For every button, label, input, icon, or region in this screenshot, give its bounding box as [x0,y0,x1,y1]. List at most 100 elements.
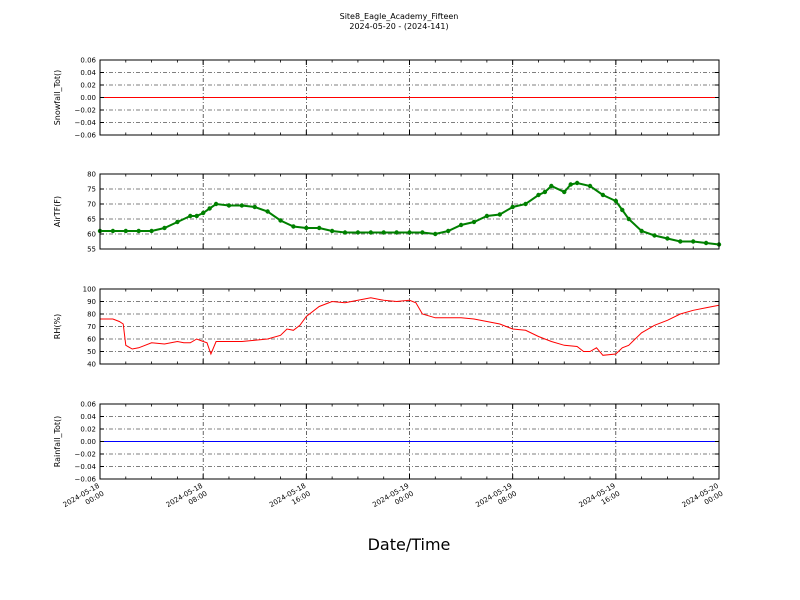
data-point [381,230,386,235]
y-tick-label: 0.02 [80,426,96,434]
subplot-1: 0.06 0.04 0.02 0.00 −0.02 −0.04 −0.06 Snowfall_… [53,57,720,140]
data-point [703,240,709,246]
data-point [175,219,180,225]
y-axis-label: RH(%) [53,314,62,339]
y-tick-label: 40 [87,361,96,369]
data-point [471,219,477,225]
data-point [407,230,412,235]
data-point [542,189,548,195]
data-point [549,183,554,189]
x-tick-label: 2024-05-1916:00 [578,482,622,517]
y-tick-label: −0.04 [75,463,97,471]
data-point [562,189,567,195]
data-point [200,210,206,216]
data-point [613,198,619,204]
data-point [510,204,515,210]
data-point [639,228,644,234]
figure-subtitle: 2024-05-20 - (2024-141) [349,22,448,31]
data-point [568,182,573,187]
x-tick-label: 2024-05-1800:00 [62,482,106,517]
data-point [484,213,490,219]
y-tick-label: 65 [87,216,96,224]
subplot-4: 0.06 0.04 0.02 0.00 −0.02 −0.04 −0.06 Rainfall_… [53,401,720,484]
data-point [149,228,154,234]
y-tick-label: 0.06 [80,401,96,409]
data-point [523,201,528,207]
data-point [574,180,580,186]
subplot-2: 80 75 70 65 60 55 AirTF(F) [53,171,722,254]
data-point [626,216,631,222]
y-tick-label: 0.00 [80,94,96,102]
x-tick-labels: 2024-05-1800:00 2024-05-1808:00 2024-05-18… [62,482,725,517]
y-tick-label: 80 [87,171,96,179]
y-tick-label: 55 [87,246,96,254]
data-point [536,192,541,198]
y-tick-label: 50 [87,348,96,356]
y-tick-label: 75 [87,186,96,194]
data-point [420,230,425,235]
series-line [100,297,720,356]
data-point [342,230,348,235]
y-tick-label: 0.00 [80,438,96,446]
data-point [291,224,296,229]
data-point [110,228,116,234]
data-point [652,233,657,238]
data-point [252,204,257,210]
data-point [213,201,219,207]
data-point [188,213,193,219]
data-point [304,225,309,231]
data-point [620,207,625,213]
y-tick-label: 90 [87,298,96,306]
y-tick-label: 0.02 [80,82,96,90]
y-axis-label: Rainfall_Tot() [53,416,62,468]
subplots: 0.06 0.04 0.02 0.00 −0.02 −0.04 −0.06 Snowfall_… [53,57,722,484]
data-point [497,212,502,217]
y-tick-label: 80 [87,311,96,319]
x-tick-label: 2024-05-2000:00 [681,482,725,517]
y-tick-label: −0.06 [75,132,97,140]
data-point [329,228,335,234]
data-point [136,228,141,234]
x-tick-label: 2024-05-1908:00 [474,482,518,517]
x-tick-label: 2024-05-1900:00 [371,482,415,517]
data-point [265,209,270,214]
data-point [587,183,593,189]
data-point [445,228,451,234]
data-point [239,203,245,208]
y-tick-label: 60 [87,231,96,239]
y-tick-label: 60 [87,336,96,344]
x-tick-label: 2024-05-1808:00 [165,482,209,517]
data-point [433,231,438,237]
data-point [691,239,696,244]
data-point [368,230,374,235]
data-point [123,228,128,234]
data-point [194,213,199,219]
y-tick-label: −0.02 [75,451,96,459]
y-tick-label: 0.06 [80,57,96,65]
y-tick-label: −0.04 [75,119,97,127]
y-tick-label: 70 [87,323,96,331]
x-axis-label: Date/Time [368,535,451,554]
y-axis-label: Snowfall_Tot() [53,70,62,126]
y-tick-label: 0.04 [80,69,96,77]
data-point [458,222,464,228]
data-point [394,230,399,235]
y-tick-label: −0.02 [75,107,96,115]
data-point [162,225,167,231]
x-tick-label: 2024-05-1816:00 [268,482,312,517]
y-tick-label: 70 [87,201,96,209]
y-axis-label: AirTF(F) [53,196,62,227]
data-point [226,203,232,208]
data-point [678,239,683,244]
data-point [600,192,606,198]
data-point [317,225,322,231]
data-point [207,206,212,211]
figure-title: Site8_Eagle_Academy_Fifteen [340,12,459,21]
subplot-3: 100 90 80 70 60 50 40 RH(%) [53,286,720,369]
y-tick-label: −0.06 [75,476,97,484]
y-tick-label: 100 [83,286,96,294]
data-point [665,236,670,241]
y-tick-label: 0.04 [80,413,96,421]
data-point [278,218,283,223]
